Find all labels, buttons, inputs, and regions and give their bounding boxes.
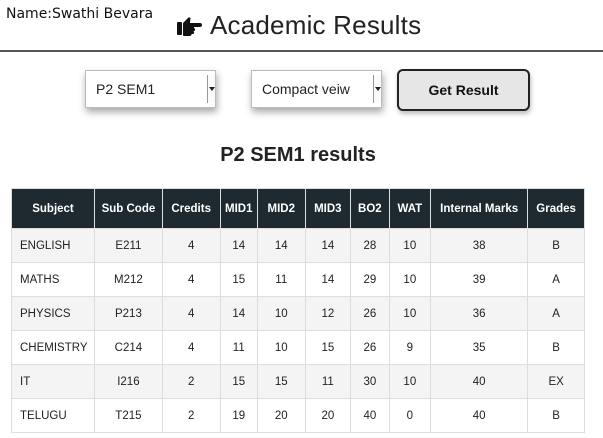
credits-cell: 2 (161, 398, 221, 433)
bo2-cell: 40 (350, 398, 390, 433)
results-table: Subject Sub Code Credits MID1 MID2 MID3 … (11, 188, 585, 433)
table-row: TELUGU T215 2 19 20 20 40 0 40 B (11, 398, 585, 433)
mid3-cell: 14 (304, 228, 352, 263)
mid3-cell: 11 (304, 364, 352, 399)
student-name: Name:Swathi Bevara (6, 6, 154, 22)
table-row: CHEMISTRY C214 4 11 10 15 26 9 35 B (11, 330, 585, 365)
table-row: ENGLISH E211 4 14 14 14 28 10 38 B (11, 228, 585, 263)
column-header: Subject (11, 188, 95, 229)
view-mode-select[interactable]: Compact veiw (251, 70, 382, 108)
semester-select[interactable]: P2 SEM1 (85, 70, 216, 108)
view-mode-select-value: Compact veiw (262, 81, 350, 97)
column-header: MID2 (256, 188, 306, 229)
column-header: MID1 (219, 188, 258, 229)
mid1-cell: 15 (219, 364, 258, 399)
mid2-cell: 10 (256, 330, 306, 365)
mid2-cell: 15 (256, 364, 306, 399)
pointing-hand-icon (176, 15, 202, 37)
page-title: Academic Results (210, 10, 422, 40)
credits-cell: 4 (161, 330, 221, 365)
subject-cell: TELUGU (11, 398, 95, 433)
credits-cell: 4 (161, 228, 221, 263)
mid1-cell: 11 (219, 330, 258, 365)
grade-cell: B (527, 330, 585, 365)
internal-marks-cell: 35 (430, 330, 529, 365)
internal-marks-cell: 40 (430, 364, 529, 399)
internal-marks-cell: 40 (430, 398, 529, 433)
results-heading: P2 SEM1 results (220, 144, 376, 166)
table-header-row: Subject Sub Code Credits MID1 MID2 MID3 … (11, 188, 585, 229)
mid3-cell: 14 (304, 262, 352, 297)
internal-marks-cell: 38 (430, 228, 529, 263)
wat-cell: 10 (388, 228, 432, 263)
internal-marks-cell: 36 (430, 296, 529, 331)
mid2-cell: 14 (256, 228, 306, 263)
page-header: Academic Results (176, 10, 421, 41)
bo2-cell: 26 (350, 330, 390, 365)
wat-cell: 10 (388, 364, 432, 399)
table-row: MATHS M212 4 15 11 14 29 10 39 A (11, 262, 585, 297)
subject-cell: ENGLISH (11, 228, 95, 263)
grade-cell: EX (527, 364, 585, 399)
table-row: PHYSICS P213 4 14 10 12 26 10 36 A (11, 296, 585, 331)
chevron-down-icon (207, 75, 215, 103)
wat-cell: 10 (388, 296, 432, 331)
sub-code-cell: P213 (94, 296, 163, 331)
column-header: BO2 (350, 188, 390, 229)
get-result-button[interactable]: Get Result (397, 69, 530, 111)
mid2-cell: 10 (256, 296, 306, 331)
sub-code-cell: I216 (94, 364, 163, 399)
grade-cell: B (527, 398, 585, 433)
mid2-cell: 20 (256, 398, 306, 433)
sub-code-cell: C214 (94, 330, 163, 365)
subject-cell: CHEMISTRY (11, 330, 95, 365)
mid2-cell: 11 (256, 262, 306, 297)
column-header: Sub Code (94, 188, 163, 229)
mid1-cell: 19 (219, 398, 258, 433)
sub-code-cell: M212 (94, 262, 163, 297)
bo2-cell: 30 (350, 364, 390, 399)
column-header: MID3 (304, 188, 352, 229)
column-header: Credits (161, 188, 221, 229)
wat-cell: 9 (388, 330, 432, 365)
mid1-cell: 14 (219, 228, 258, 263)
subject-cell: MATHS (11, 262, 95, 297)
wat-cell: 10 (388, 262, 432, 297)
grade-cell: A (527, 296, 585, 331)
header-divider (0, 50, 603, 52)
bo2-cell: 26 (350, 296, 390, 331)
credits-cell: 2 (161, 364, 221, 399)
sub-code-cell: T215 (94, 398, 163, 433)
subject-cell: PHYSICS (11, 296, 95, 331)
mid3-cell: 20 (304, 398, 352, 433)
mid3-cell: 15 (304, 330, 352, 365)
chevron-down-icon (373, 75, 381, 103)
semester-select-value: P2 SEM1 (96, 81, 156, 97)
grade-cell: B (527, 228, 585, 263)
table-row: IT I216 2 15 15 11 30 10 40 EX (11, 364, 585, 399)
grade-cell: A (527, 262, 585, 297)
subject-cell: IT (11, 364, 95, 399)
credits-cell: 4 (161, 296, 221, 331)
credits-cell: 4 (161, 262, 221, 297)
mid3-cell: 12 (304, 296, 352, 331)
mid1-cell: 15 (219, 262, 258, 297)
bo2-cell: 29 (350, 262, 390, 297)
wat-cell: 0 (388, 398, 432, 433)
bo2-cell: 28 (350, 228, 390, 263)
column-header: Grades (527, 188, 585, 229)
column-header: Internal Marks (430, 188, 529, 229)
column-header: WAT (388, 188, 432, 229)
mid1-cell: 14 (219, 296, 258, 331)
sub-code-cell: E211 (94, 228, 163, 263)
internal-marks-cell: 39 (430, 262, 529, 297)
